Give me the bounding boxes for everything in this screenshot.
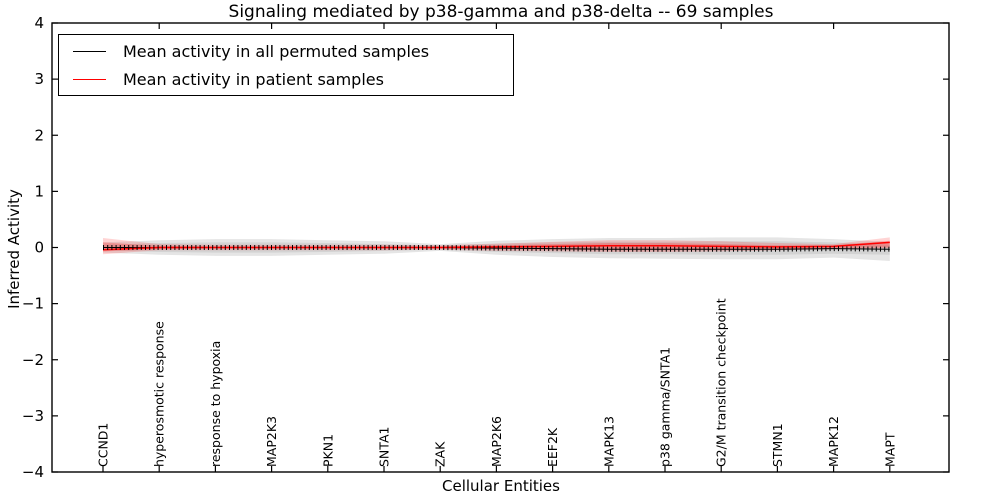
y-tick-label: −1	[22, 295, 44, 313]
legend-label-permuted: Mean activity in all permuted samples	[123, 41, 430, 61]
y-tick-label: 0	[34, 239, 44, 257]
x-tick-label: MAPT	[882, 432, 897, 467]
y-tick-label: −4	[22, 463, 44, 481]
x-tick-label: response to hypoxia	[208, 341, 223, 467]
y-tick-label: 4	[34, 14, 44, 32]
permuted-line-sample-icon	[73, 50, 106, 52]
x-tick-label: CCND1	[96, 423, 111, 467]
x-tick-label: MAPK13	[601, 416, 616, 467]
x-tick-label: PKN1	[320, 434, 335, 467]
x-axis-label: Cellular Entities	[442, 477, 560, 495]
x-tick-label: EEF2K	[545, 427, 560, 467]
x-tick-label: SNTA1	[377, 427, 392, 467]
y-tick-label: −3	[22, 407, 44, 425]
patient-line-sample-icon	[73, 78, 106, 80]
permuted-band-outer	[103, 237, 890, 261]
x-tick-label: p38 gamma/SNTA1	[658, 347, 673, 467]
legend-label-patient: Mean activity in patient samples	[123, 69, 384, 89]
y-tick-label: 2	[34, 126, 44, 144]
x-tick-label: MAP2K3	[264, 416, 279, 467]
x-tick-label: ZAK	[433, 441, 448, 467]
legend: Mean activity in all permuted samples Me…	[58, 34, 514, 96]
chart-title: Signaling mediated by p38-gamma and p38-…	[228, 2, 774, 22]
y-tick-label: 3	[34, 70, 44, 88]
x-tick-label: STMN1	[770, 423, 785, 467]
y-tick-label: 1	[34, 182, 44, 200]
x-tick-label: hyperosmotic response	[152, 321, 167, 467]
x-tick-label: MAPK12	[826, 416, 841, 467]
y-tick-label: −2	[22, 351, 44, 369]
legend-entry-patient: Mean activity in patient samples	[59, 66, 513, 92]
x-tick-label: G2/M transition checkpoint	[714, 298, 729, 467]
entity-marker-ticks	[103, 245, 890, 252]
x-tick-label: MAP2K6	[489, 416, 504, 467]
y-axis-label: Inferred Activity	[5, 189, 23, 309]
legend-entry-permuted: Mean activity in all permuted samples	[59, 38, 513, 64]
patient-band-outer	[103, 237, 890, 255]
